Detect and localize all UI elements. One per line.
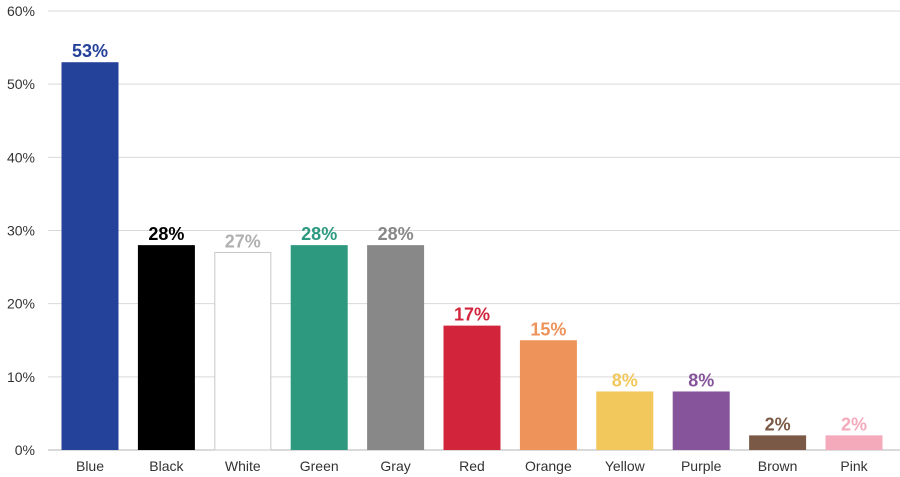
y-tick-label: 60% (7, 3, 35, 19)
x-tick-label-black: Black (149, 458, 184, 474)
data-label-blue: 53% (72, 41, 108, 61)
x-tick-label-pink: Pink (840, 458, 868, 474)
data-label-orange: 15% (530, 319, 566, 339)
bar-brown (749, 435, 807, 450)
bar-pink (825, 435, 883, 450)
data-label-purple: 8% (688, 370, 714, 390)
data-label-pink: 2% (841, 414, 867, 434)
bar-black (137, 245, 195, 450)
x-tick-label-white: White (225, 458, 261, 474)
x-tick-label-orange: Orange (525, 458, 572, 474)
bar-gray (367, 245, 425, 450)
y-tick-label: 20% (7, 296, 35, 312)
bar-purple (672, 391, 730, 450)
x-axis: Blue Black White Green Gray Red Orange Yellow Pu… (76, 458, 869, 474)
y-axis: 0% 10% 20% 30% 40% 50% 60% (7, 3, 35, 458)
y-tick-label: 30% (7, 223, 35, 239)
y-tick-label: 0% (15, 442, 35, 458)
y-tick-label: 10% (7, 369, 35, 385)
data-label-yellow: 8% (612, 370, 638, 390)
x-tick-label-yellow: Yellow (605, 458, 646, 474)
bar-orange (519, 340, 577, 450)
x-tick-label-red: Red (459, 458, 485, 474)
data-label-red: 17% (454, 305, 490, 325)
x-tick-label-purple: Purple (681, 458, 722, 474)
data-labels: 53% 28% 27% 28% 28% 17% 15% 8% 8% 2% 2% (72, 41, 867, 434)
y-tick-label: 50% (7, 76, 35, 92)
data-label-brown: 2% (765, 414, 791, 434)
x-tick-label-gray: Gray (380, 458, 410, 474)
x-tick-label-blue: Blue (76, 458, 104, 474)
bar-white (214, 251, 272, 451)
data-label-black: 28% (148, 224, 184, 244)
bar-blue (61, 62, 119, 450)
data-label-gray: 28% (378, 224, 414, 244)
bar-yellow (596, 391, 654, 450)
data-label-green: 28% (301, 224, 337, 244)
x-tick-label-green: Green (300, 458, 339, 474)
bar-green (290, 245, 348, 450)
data-label-white: 27% (225, 231, 261, 251)
bar-red (443, 325, 501, 450)
x-tick-label-brown: Brown (758, 458, 798, 474)
bar-series (61, 62, 883, 451)
y-tick-label: 40% (7, 149, 35, 165)
